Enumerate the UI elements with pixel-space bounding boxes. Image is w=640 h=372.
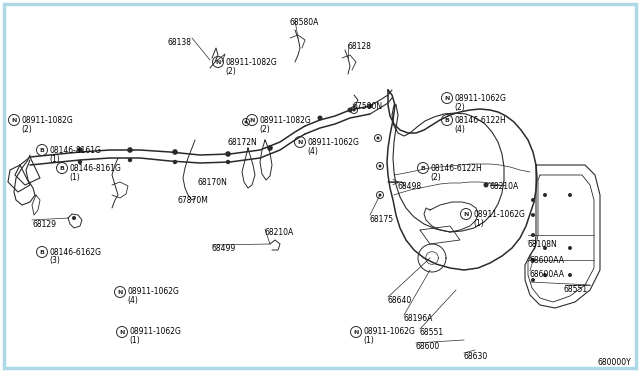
Text: 68600: 68600 (416, 342, 440, 351)
Text: 08146-6162G: 08146-6162G (49, 247, 102, 257)
Text: 08146-8161G: 08146-8161G (70, 164, 122, 173)
Text: (1): (1) (49, 154, 60, 164)
Circle shape (378, 164, 381, 167)
Circle shape (531, 278, 535, 282)
Circle shape (348, 108, 353, 112)
Circle shape (173, 160, 177, 164)
Text: 08911-1062G: 08911-1062G (307, 138, 360, 147)
Text: 08911-1062G: 08911-1062G (364, 327, 415, 337)
Circle shape (543, 246, 547, 250)
Text: (4): (4) (127, 296, 138, 305)
Text: (2): (2) (259, 125, 270, 134)
Text: B: B (445, 118, 449, 122)
Text: N: N (353, 330, 358, 334)
Text: (1): (1) (70, 173, 80, 182)
Circle shape (531, 258, 535, 262)
Text: 67500N: 67500N (353, 102, 383, 111)
Circle shape (483, 183, 488, 187)
Circle shape (531, 198, 535, 202)
Circle shape (543, 273, 547, 277)
Text: 68210A: 68210A (265, 228, 294, 237)
Text: 08146-8161G: 08146-8161G (49, 145, 101, 154)
Circle shape (127, 147, 133, 153)
Text: (4): (4) (454, 125, 465, 134)
Text: 08911-1062G: 08911-1062G (474, 209, 525, 218)
Circle shape (78, 160, 82, 164)
Text: 68175: 68175 (370, 215, 394, 224)
Text: 68499: 68499 (212, 244, 236, 253)
Text: 08911-1062G: 08911-1062G (129, 327, 181, 337)
Text: N: N (119, 330, 125, 334)
Text: N: N (463, 212, 468, 217)
Circle shape (225, 151, 231, 157)
Text: N: N (298, 140, 303, 144)
Text: (1): (1) (364, 337, 374, 346)
Text: 68498: 68498 (398, 182, 422, 191)
Text: (2): (2) (225, 67, 236, 76)
Circle shape (367, 103, 372, 109)
Text: 68640: 68640 (388, 296, 412, 305)
Circle shape (378, 193, 381, 196)
Circle shape (376, 137, 380, 140)
Text: 08146-6122H: 08146-6122H (431, 164, 483, 173)
Text: 68108N: 68108N (528, 240, 557, 249)
Circle shape (244, 121, 248, 124)
Circle shape (172, 149, 178, 155)
Text: 08911-1082G: 08911-1082G (225, 58, 277, 67)
Text: B: B (60, 166, 65, 170)
Text: 68128: 68128 (348, 42, 372, 51)
Text: 68600AA: 68600AA (530, 256, 565, 265)
Circle shape (72, 216, 76, 220)
Text: 08911-1062G: 08911-1062G (127, 288, 179, 296)
Text: 67870M: 67870M (177, 196, 208, 205)
Text: B: B (40, 250, 44, 254)
Text: 08911-1082G: 08911-1082G (22, 115, 73, 125)
Text: 68630: 68630 (464, 352, 488, 361)
Text: 68551: 68551 (564, 285, 588, 294)
Text: B: B (420, 166, 426, 170)
Circle shape (317, 115, 323, 121)
Text: 680000Y: 680000Y (598, 358, 632, 367)
Text: B: B (40, 148, 44, 153)
Circle shape (568, 273, 572, 277)
Text: (4): (4) (307, 147, 318, 155)
Circle shape (128, 158, 132, 162)
Circle shape (226, 160, 230, 164)
Text: (2): (2) (454, 103, 465, 112)
Text: 68138: 68138 (168, 38, 192, 47)
Text: 68170N: 68170N (197, 178, 227, 187)
Text: 68580A: 68580A (290, 18, 319, 27)
Circle shape (77, 147, 83, 153)
Circle shape (568, 246, 572, 250)
Circle shape (267, 145, 273, 151)
Text: 68600AA: 68600AA (530, 270, 565, 279)
Text: (1): (1) (129, 337, 140, 346)
Text: 68172N: 68172N (228, 138, 258, 147)
Circle shape (353, 109, 355, 112)
Text: 68551: 68551 (420, 328, 444, 337)
Text: 68210A: 68210A (490, 182, 519, 191)
Circle shape (531, 233, 535, 237)
Circle shape (568, 193, 572, 197)
Text: N: N (12, 118, 17, 122)
Text: N: N (215, 60, 221, 64)
Text: N: N (444, 96, 450, 100)
Text: (1): (1) (474, 218, 484, 228)
Circle shape (543, 193, 547, 197)
Text: 68196A: 68196A (404, 314, 433, 323)
Text: N: N (250, 118, 255, 122)
Text: 08146-6122H: 08146-6122H (454, 115, 506, 125)
Text: 68129: 68129 (32, 220, 56, 229)
Circle shape (531, 213, 535, 217)
Text: (2): (2) (431, 173, 441, 182)
Text: 08911-1062G: 08911-1062G (454, 93, 506, 103)
Text: 08911-1082G: 08911-1082G (259, 115, 311, 125)
Text: N: N (117, 289, 123, 295)
Text: (3): (3) (49, 257, 60, 266)
Text: (2): (2) (22, 125, 32, 134)
